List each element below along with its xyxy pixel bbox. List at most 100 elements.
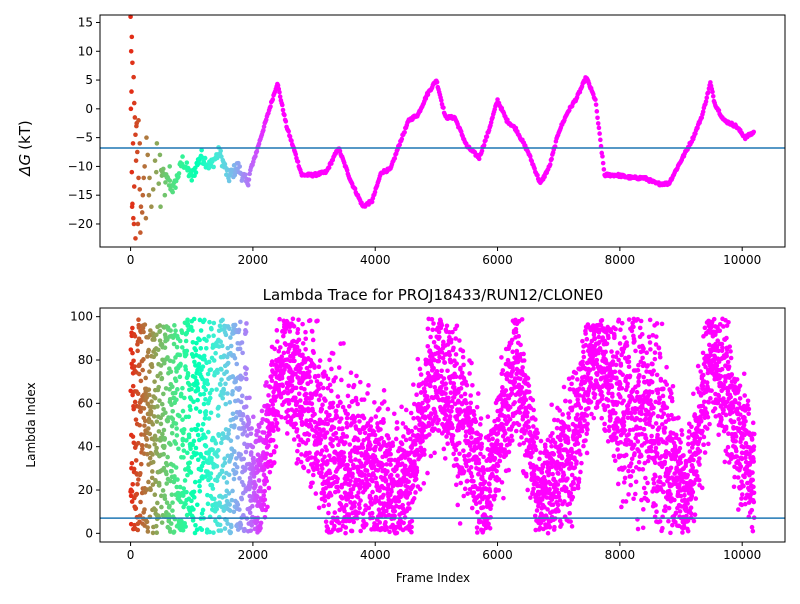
lambda-point [613,458,618,463]
lambda-point [218,382,223,387]
lambda-point [570,524,575,529]
lambda-point [169,369,174,374]
delta-g-point [147,176,152,181]
lambda-point [347,482,352,487]
delta-g-y-tick-label: 0 [85,102,93,116]
delta-g-point [153,158,158,163]
lambda-point [190,328,195,333]
lambda-point [616,400,621,405]
lambda-point [272,347,277,352]
lambda-point [552,525,557,530]
lambda-point [449,390,454,395]
lambda-point [174,379,179,384]
lambda-point [165,463,170,468]
lambda-point [182,396,187,401]
lambda-point [444,386,449,391]
lambda-point [488,526,493,531]
lambda-point [496,463,501,468]
lambda-point [280,376,285,381]
lambda-point [160,376,165,381]
lambda-point [207,320,212,325]
lambda-point [226,428,231,433]
lambda-point [158,329,163,334]
lambda-point [215,464,220,469]
lambda-point [370,511,375,516]
lambda-point [475,405,480,410]
lambda-point [348,479,353,484]
delta-g-point [392,156,397,161]
delta-g-point [286,129,291,134]
lambda-point [525,410,530,415]
lambda-point [387,530,392,535]
lambda-point [599,390,604,395]
lambda-point [154,530,159,535]
lambda-point [616,358,621,363]
lambda-point [516,334,521,339]
lambda-point [461,494,466,499]
lambda-point [425,394,430,399]
lambda-point [247,395,252,400]
lambda-point [192,489,197,494]
delta-g-point [435,80,440,85]
lambda-point [257,478,262,483]
delta-g-point [246,183,251,188]
lambda-point [459,394,464,399]
lambda-point [131,434,136,439]
lambda-point [469,435,474,440]
lambda-point [436,359,441,364]
lambda-point [500,480,505,485]
lambda-point [355,402,360,407]
lambda-point [244,330,249,335]
lambda-point [297,391,302,396]
lambda-point [570,495,575,500]
delta-g-point [131,141,136,146]
lambda-point [585,422,590,427]
lambda-point [386,407,391,412]
lambda-point [306,469,311,474]
lambda-point [458,481,463,486]
lambda-point [612,334,617,339]
lambda-point [199,328,204,333]
lambda-point [395,473,400,478]
lambda-point [251,445,256,450]
lambda-point [212,321,217,326]
lambda-point [409,525,414,530]
lambda-point [350,472,355,477]
lambda-point [170,431,175,436]
delta-g-x-tick-label: 6000 [482,253,513,267]
lambda-point [238,347,243,352]
lambda-point [193,480,198,485]
lambda-point [364,522,369,527]
lambda-point [236,503,241,508]
lambda-point [378,427,383,432]
lambda-point [296,317,301,322]
lambda-point [299,413,304,418]
delta-g-point [131,216,136,221]
lambda-point [275,328,280,333]
lambda-point [175,387,180,392]
lambda-point [562,385,567,390]
lambda-point [270,402,275,407]
lambda-point [449,409,454,414]
lambda-point [180,386,185,391]
lambda-point [136,391,141,396]
lambda-point [483,479,488,484]
lambda-point [614,363,619,368]
lambda-point [210,447,215,452]
lambda-point [140,368,145,373]
lambda-point [575,377,580,382]
lambda-point [131,358,136,363]
lambda-point [268,470,273,475]
delta-g-point [482,143,487,148]
lambda-point [220,318,225,323]
lambda-point [454,352,459,357]
lambda-point [207,360,212,365]
lambda-point [450,426,455,431]
lambda-point [206,502,211,507]
lambda-point [158,371,163,376]
lambda-point [410,519,415,524]
lambda-point [533,417,538,422]
lambda-point [307,369,312,374]
lambda-point [592,337,597,342]
lambda-point [570,375,575,380]
